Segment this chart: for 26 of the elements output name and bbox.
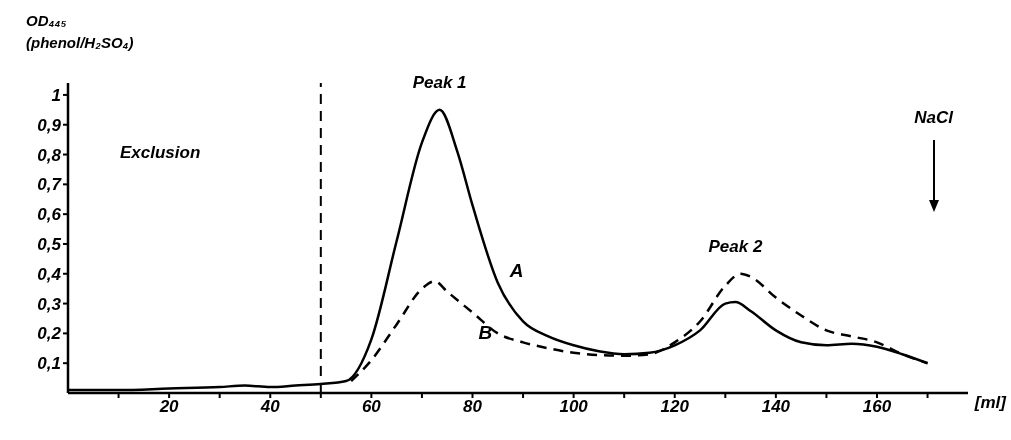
y-tick-label: 0,5 (37, 235, 62, 254)
series-label: A (508, 259, 524, 281)
y-tick-label: 0,3 (37, 294, 62, 314)
x-tick-label: 40 (259, 397, 281, 417)
x-tick-label: 80 (463, 397, 483, 417)
y-axis-title: OD₄₄₅ (phenol/H₂SO₄) (26, 11, 135, 53)
x-tick-label: 160 (862, 397, 892, 417)
x-tick-label: 120 (660, 397, 690, 417)
y-tick-label: 0,8 (37, 145, 62, 165)
y-tick-label: 0,4 (37, 264, 62, 284)
x-tick-label: 140 (761, 397, 791, 417)
x-axis-title: [ml] (974, 393, 1006, 413)
x-tick-label: 60 (361, 397, 382, 417)
series-label: B (478, 321, 493, 343)
annotation: Exclusion (120, 143, 201, 163)
x-tick-label: 100 (559, 397, 589, 417)
y-tick-label: 0,7 (37, 175, 63, 195)
y-tick-label: 0,2 (37, 324, 62, 344)
annotation: Peak 1 (412, 72, 467, 92)
annotation: Peak 2 (708, 236, 763, 256)
y-tick-label: 0,1 (37, 354, 61, 374)
annotation: NaCl (914, 108, 953, 128)
y-tick-label: 1 (51, 85, 61, 105)
y-tick-label: 0,6 (37, 205, 62, 225)
x-tick-label: 20 (158, 397, 180, 417)
y-tick-label: 0,9 (37, 115, 62, 135)
